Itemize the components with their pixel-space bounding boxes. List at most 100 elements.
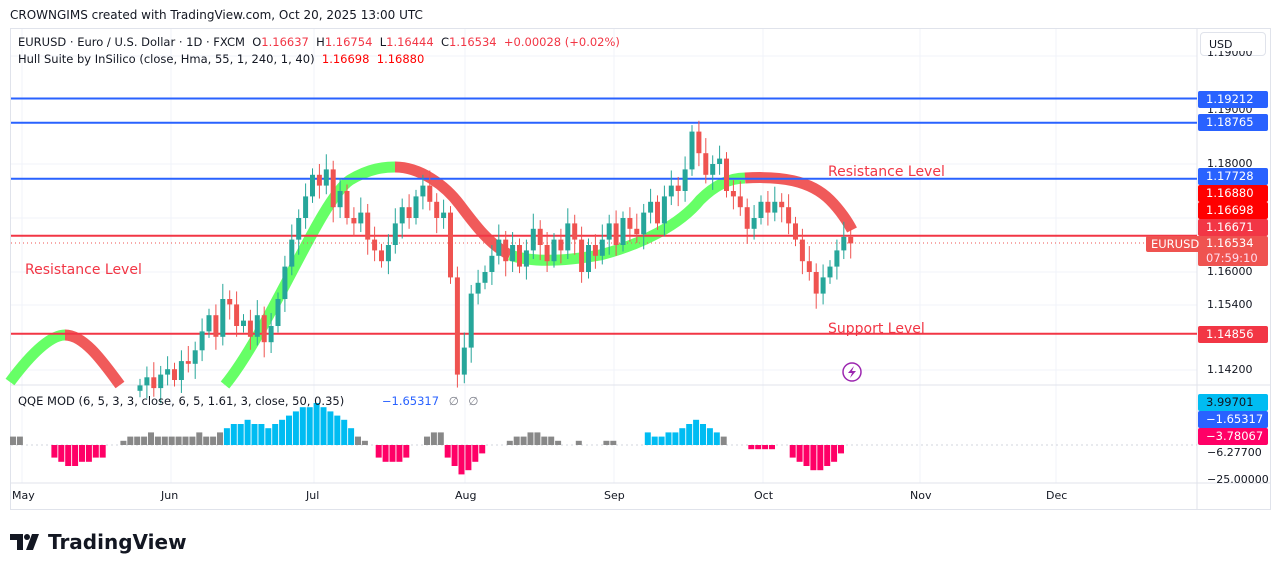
qqe-bar — [375, 445, 382, 458]
candle — [517, 238, 522, 274]
qqe-bar — [217, 432, 223, 445]
candle — [710, 155, 716, 190]
qqe-bar — [279, 419, 286, 445]
candle — [420, 174, 426, 210]
horizontal-levels[interactable] — [11, 97, 1197, 335]
qqe-bar — [389, 445, 396, 462]
qqe-bar — [189, 436, 196, 445]
resistance-annotation[interactable]: Resistance Level — [25, 262, 142, 278]
candle-body — [848, 236, 854, 244]
candle — [682, 156, 688, 202]
candle — [323, 154, 329, 195]
hull-legend[interactable]: Hull Suite by InSilico (close, Hma, 55, … — [18, 52, 424, 66]
qqe-bar — [831, 445, 838, 462]
qqe-bar — [748, 445, 755, 450]
support-annotation[interactable]: Support Level — [828, 321, 925, 337]
candle-body — [620, 218, 626, 245]
candle — [261, 306, 267, 358]
candle-body — [517, 245, 522, 267]
candle-body — [399, 207, 405, 224]
candle-body — [772, 201, 778, 213]
candle-body — [310, 174, 315, 197]
currency-selector[interactable]: USD — [1200, 32, 1266, 56]
candle-body — [351, 218, 357, 224]
candle — [751, 205, 757, 240]
change-value: +0.00028 (+0.02%) — [503, 35, 620, 49]
candle-body — [392, 223, 398, 245]
tradingview-logo[interactable]: TradingView — [10, 530, 187, 554]
candle-body — [413, 196, 419, 218]
candle — [296, 209, 302, 255]
tradingview-logo-icon — [10, 534, 39, 550]
current-price-tag: 1.16534 07:59:10 — [1198, 236, 1268, 266]
qqe-bar — [182, 436, 189, 445]
qqe-bar — [838, 445, 844, 454]
candle — [137, 378, 143, 398]
candle-body — [241, 320, 246, 326]
qqe-bar — [720, 436, 727, 445]
qqe-bar — [755, 445, 762, 450]
time-label: Sep — [604, 489, 625, 502]
qqe-bar — [396, 445, 403, 462]
qqe-bar — [306, 407, 313, 445]
resistance-annotation[interactable]: Resistance Level — [828, 164, 945, 180]
hull-down-segment — [64, 329, 125, 389]
candle-body — [675, 185, 681, 191]
candle-body — [806, 261, 812, 272]
candle — [185, 345, 191, 373]
qqe-legend[interactable]: QQE MOD (6, 5, 3, 3, close, 6, 5, 1.61, … — [18, 394, 478, 408]
qqe-bar — [817, 445, 824, 471]
candle — [316, 164, 322, 199]
candle — [241, 314, 246, 333]
qqe-bar — [762, 445, 769, 450]
candle — [289, 224, 295, 276]
candle-body — [199, 331, 205, 351]
qqe-bar — [10, 436, 16, 445]
candle-body — [448, 212, 453, 278]
candle-body — [758, 201, 764, 218]
candle-body — [613, 223, 619, 245]
qqe-bar — [555, 440, 562, 445]
qqe-bar — [258, 424, 265, 445]
qqe-bar — [355, 436, 361, 445]
candle — [537, 220, 543, 261]
qqe-bar — [154, 436, 161, 445]
candle-body — [496, 239, 502, 256]
candle — [165, 356, 171, 386]
candle-body — [358, 212, 364, 224]
candle — [427, 170, 433, 211]
candle-body — [247, 320, 253, 337]
qqe-tag: −3.78067 — [1198, 428, 1268, 445]
qqe-bar — [686, 424, 693, 445]
qqe-bar — [148, 432, 154, 445]
time-label: May — [12, 489, 35, 502]
qqe-bar — [437, 432, 444, 445]
candle-body — [158, 374, 164, 389]
symbol-legend[interactable]: EURUSD · Euro / U.S. Dollar · 1D · FXCM … — [18, 35, 620, 49]
candle — [275, 292, 281, 333]
candle-body — [558, 239, 564, 251]
candle — [572, 214, 578, 255]
open-value: 1.16637 — [261, 35, 309, 49]
price-tag-level: 1.19212 — [1198, 91, 1268, 108]
candle-body — [406, 207, 412, 218]
candle — [834, 239, 840, 280]
candle — [799, 228, 805, 275]
hull-value-1: 1.16698 — [321, 52, 370, 66]
qqe-label: QQE MOD (6, 5, 3, 3, close, 6, 5, 1.61, … — [18, 394, 345, 408]
candle — [365, 203, 371, 255]
qqe-bar — [789, 445, 796, 458]
qqe-bar — [575, 440, 582, 445]
candle — [441, 199, 447, 229]
lightning-icon[interactable] — [842, 362, 862, 382]
candle — [737, 181, 743, 216]
qqe-bar — [424, 436, 430, 445]
qqe-bar — [472, 445, 479, 462]
qqe-bar — [92, 445, 99, 458]
candle — [793, 216, 798, 247]
price-tick: 1.14200 — [1207, 363, 1253, 376]
candle-body — [551, 239, 557, 262]
qqe-bar — [223, 428, 230, 445]
candle-body — [572, 223, 578, 240]
